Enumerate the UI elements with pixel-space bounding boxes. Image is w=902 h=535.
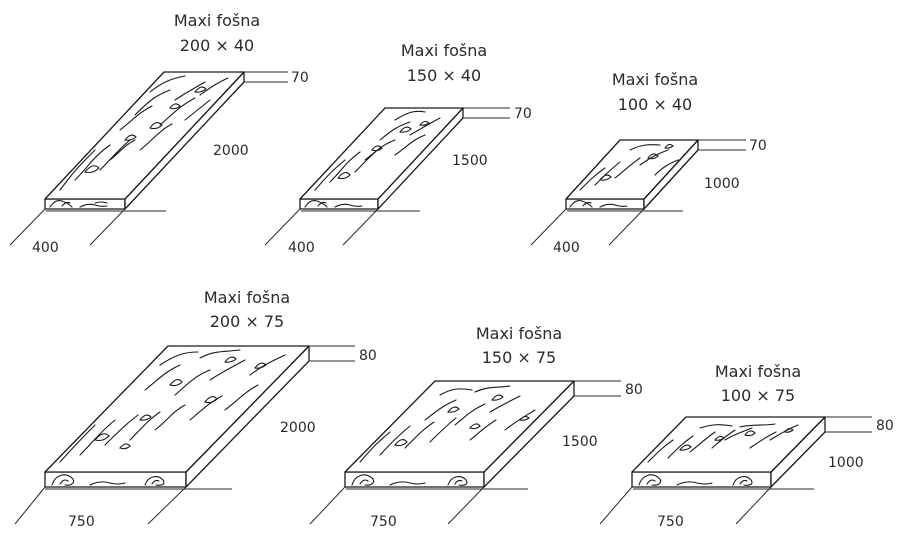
board-title: Maxi fošna [401, 41, 487, 60]
length-label: 1500 [452, 153, 488, 169]
board-size: 150 × 40 [407, 66, 481, 85]
thickness-label: 70 [514, 106, 532, 122]
width-label: 400 [288, 240, 315, 256]
board-size: 100 × 75 [721, 386, 795, 405]
board-title: Maxi fošna [476, 324, 562, 343]
wood-grain [304, 110, 441, 208]
board-title: Maxi fošna [612, 70, 698, 89]
width-ext-left [14, 486, 46, 525]
width-ext-right [342, 208, 379, 246]
wood-grain [351, 385, 536, 486]
width-ext-left [530, 208, 567, 246]
board-100x40: Maxi fošna 100 × 40 70 1000 400 [530, 70, 767, 256]
board-top-face [44, 345, 310, 473]
width-ext-right [89, 208, 126, 246]
board-size: 100 × 40 [618, 95, 692, 114]
thickness-label: 70 [749, 138, 767, 154]
board-150x40: Maxi fošna 150 × 40 70 1500 400 [264, 41, 532, 256]
board-100x75: Maxi fošna 100 × 75 80 1000 750 [599, 362, 894, 530]
length-label: 1000 [828, 455, 864, 471]
thickness-label: 80 [359, 348, 377, 364]
width-ext-right [147, 486, 187, 525]
thickness-label: 80 [876, 418, 894, 434]
width-label: 750 [68, 514, 95, 530]
wood-grain [49, 75, 229, 208]
board-title: Maxi fošna [715, 362, 801, 381]
width-label: 400 [32, 240, 59, 256]
board-size: 200 × 75 [210, 312, 284, 331]
wood-grain [569, 143, 679, 208]
width-label: 750 [370, 514, 397, 530]
thickness-label: 70 [291, 70, 309, 86]
wood-grain [638, 423, 799, 486]
length-label: 2000 [213, 143, 249, 159]
length-label: 2000 [280, 420, 316, 436]
width-label: 750 [657, 514, 684, 530]
board-size: 200 × 40 [180, 36, 254, 55]
width-ext-right [608, 208, 645, 246]
width-ext-left [264, 208, 301, 246]
board-size: 150 × 75 [482, 348, 556, 367]
board-200x40: Maxi fošna 200 × 40 70 2000 400 [9, 11, 309, 256]
board-150x75: Maxi fošna 150 × 75 80 1500 750 [309, 324, 643, 530]
board-200x75: Maxi fošna 200 × 75 80 2000 750 [14, 288, 377, 530]
width-ext-left [309, 486, 346, 525]
board-title: Maxi fošna [204, 288, 290, 307]
width-label: 400 [553, 240, 580, 256]
width-ext-left [9, 208, 46, 246]
board-top-face [299, 107, 464, 200]
width-ext-left [599, 486, 633, 525]
width-ext-right [447, 486, 485, 525]
wood-grain [51, 349, 286, 486]
thickness-label: 80 [625, 382, 643, 398]
width-ext-right [735, 486, 772, 525]
length-label: 1000 [704, 176, 740, 192]
board-title: Maxi fošna [174, 11, 260, 30]
length-label: 1500 [562, 434, 598, 450]
